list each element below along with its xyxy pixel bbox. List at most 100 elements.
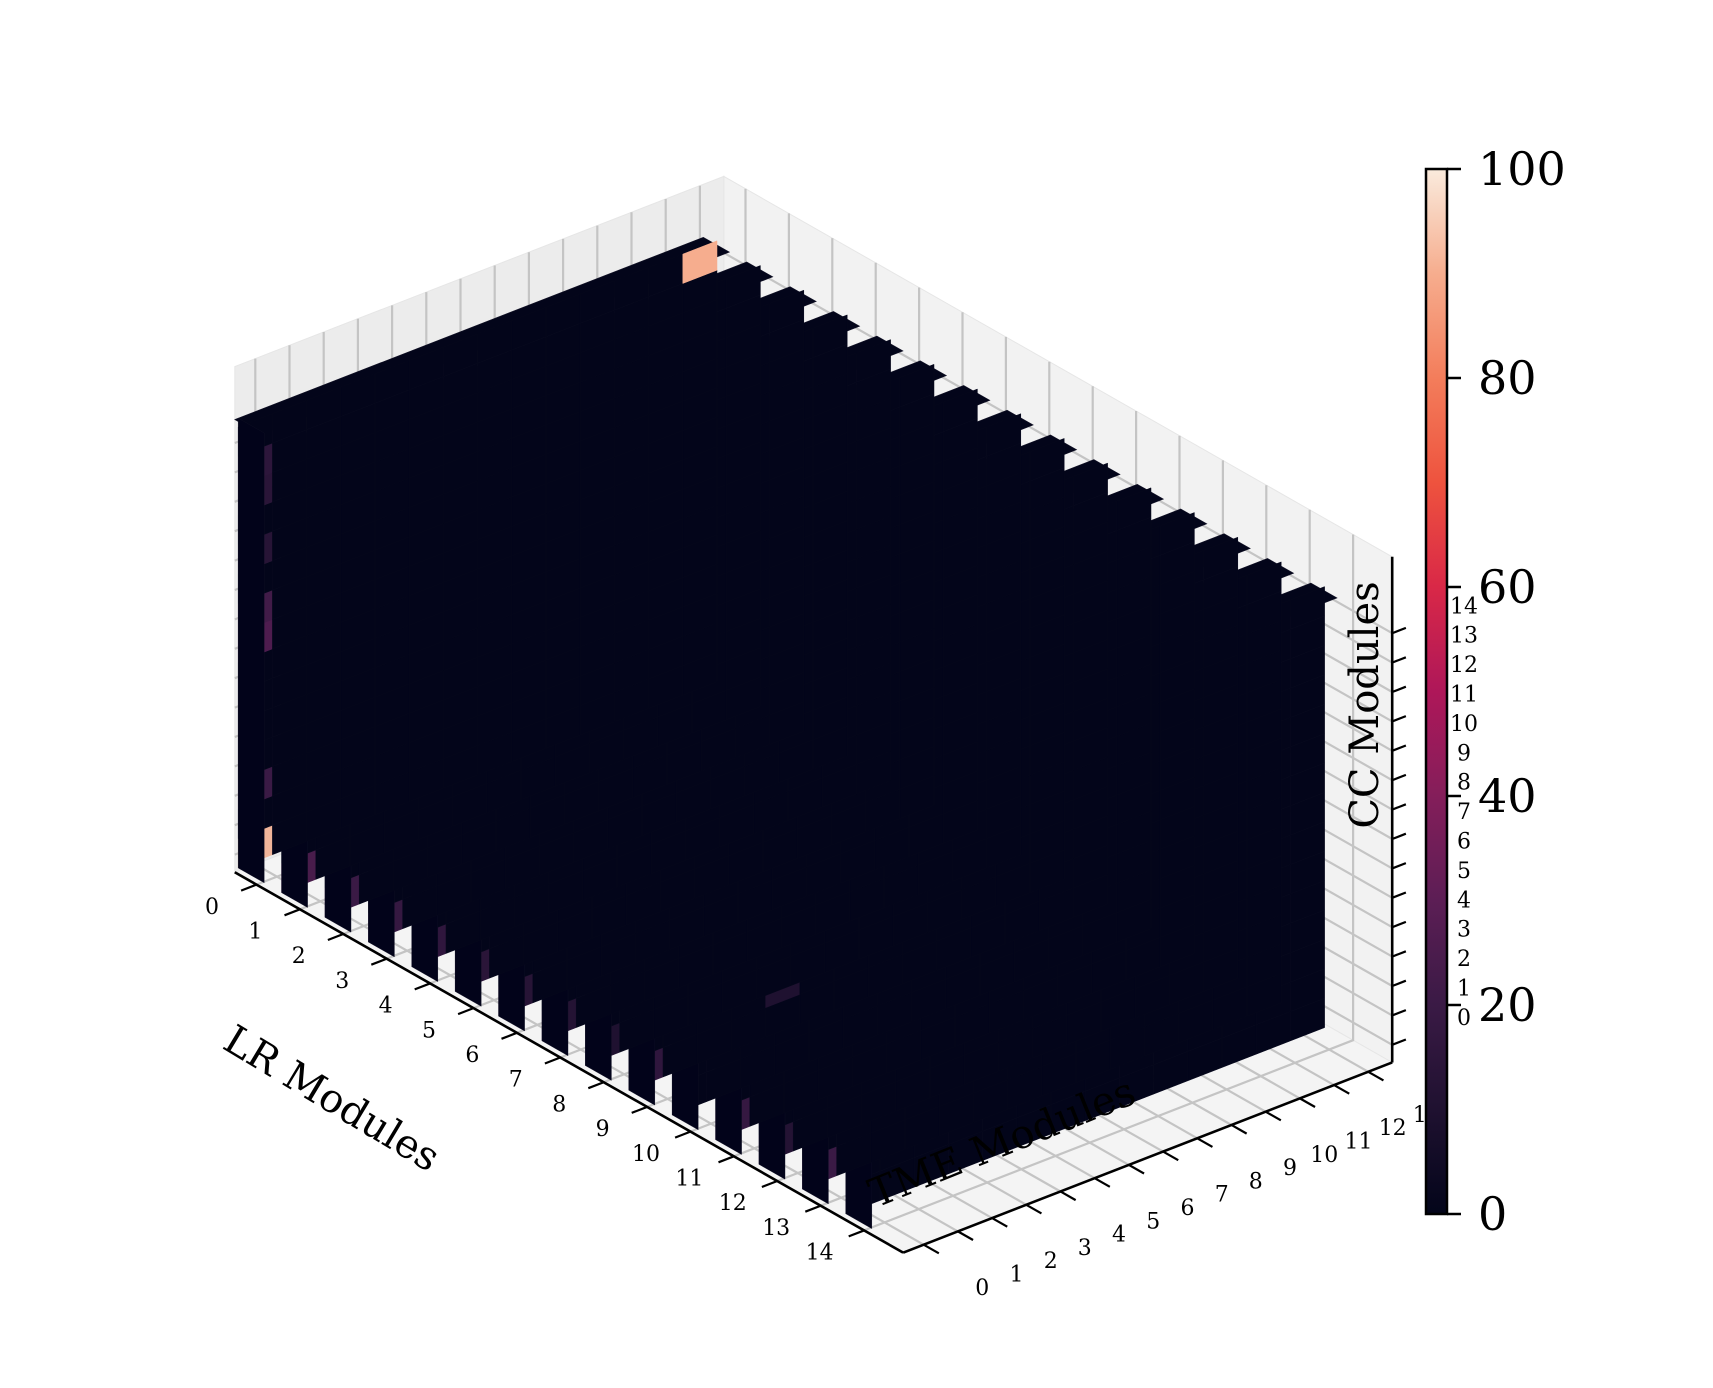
y-tick [1266,1112,1281,1121]
x-tick [588,1082,603,1088]
z-tick [1392,1040,1406,1045]
y-tick-label: 3 [1078,1236,1092,1261]
x-tick-label: 12 [719,1191,747,1216]
y-tick-label: 7 [1215,1183,1229,1208]
z-axis-label: CC Modules [1342,581,1388,828]
x-tick-label: 7 [509,1068,523,1093]
z-tick [1392,863,1406,868]
x-tick [545,1058,560,1064]
z-tick-label: 11 [1450,683,1478,708]
y-tick [1197,1138,1212,1147]
y-tick-label: 10 [1310,1143,1338,1168]
z-tick [1392,834,1406,839]
z-tick-label: 13 [1450,624,1478,649]
z-tick [1392,687,1406,692]
y-tick-label: 11 [1345,1130,1373,1155]
x-tick-label: 1 [248,920,262,945]
z-tick [1392,951,1406,956]
z-tick [1392,657,1406,662]
colorbar-tick-label: 20 [1478,978,1537,1032]
y-tick-label: 8 [1249,1169,1263,1194]
y-tick-label: 0 [975,1276,989,1301]
colorbar-gradient [1426,169,1447,1214]
z-tick-label: 9 [1457,741,1471,766]
z-tick-label: 0 [1457,1006,1471,1031]
y-tick [958,1231,973,1240]
x-tick-label: 3 [335,969,349,994]
y-tick [1026,1205,1041,1214]
z-tick-label: 3 [1457,918,1471,943]
y-tick [1163,1152,1178,1161]
z-tick [1392,746,1406,751]
y-tick-label: 1 [1010,1263,1024,1288]
y-tick [1231,1125,1246,1134]
x-tick-label: 5 [422,1018,436,1043]
z-tick-label: 14 [1450,594,1478,619]
z-tick-label: 4 [1457,888,1471,913]
y-tick-label: 5 [1146,1209,1160,1234]
z-tick-label: 7 [1457,800,1471,825]
z-tick [1392,716,1406,721]
z-tick-label: 1 [1457,977,1471,1002]
x-tick-label: 14 [806,1241,834,1266]
y-tick [1300,1098,1315,1107]
z-tick [1392,628,1406,633]
x-axis-label: LR Modules [216,1017,448,1181]
z-tick-label: 10 [1450,712,1478,737]
x-tick-label: 9 [596,1117,610,1142]
colorbar-tick-label: 100 [1478,142,1566,196]
x-tick [805,1206,820,1212]
y-tick [1334,1085,1349,1094]
z-tick [1392,922,1406,927]
voxel-slices [235,237,1337,1228]
y-tick [1368,1072,1383,1081]
slice-edge [238,418,264,883]
z-tick-label: 5 [1457,859,1471,884]
x-tick-label: 2 [292,944,306,969]
y-tick-label: 12 [1379,1116,1407,1141]
y-tick-label: 9 [1283,1156,1297,1181]
x-tick-label: 0 [205,895,219,920]
x-tick-label: 11 [675,1167,703,1192]
y-tick [1060,1191,1075,1200]
x-tick [501,1033,516,1039]
x-tick-label: 13 [762,1216,790,1241]
y-tick [992,1218,1007,1227]
x-tick [632,1107,647,1113]
x-tick [718,1156,733,1162]
x-tick [675,1132,690,1138]
y-tick [1129,1165,1144,1174]
colorbar-tick-label: 60 [1478,560,1537,614]
y-tick [1095,1178,1110,1187]
x-tick-label: 10 [632,1142,660,1167]
z-tick [1392,893,1406,898]
x-tick [371,959,386,965]
x-tick [241,885,256,891]
z-tick [1392,775,1406,780]
z-tick-label: 12 [1450,653,1478,678]
colorbar-tick-label: 0 [1478,1187,1507,1241]
z-tick-labels: 01234567891011121314 [1450,594,1478,1031]
y-tick [924,1245,939,1254]
y-tick-label: 6 [1181,1196,1195,1221]
x-tick [328,934,343,940]
z-tick [1392,804,1406,809]
x-tick-label: 8 [552,1092,566,1117]
x-tick [284,909,299,915]
x-tick [849,1230,864,1236]
colorbar-tick-label: 80 [1478,351,1537,405]
z-tick-label: 2 [1457,947,1471,972]
x-tick [762,1181,777,1187]
x-tick [458,1008,473,1014]
z-tick-label: 8 [1457,771,1471,796]
z-tick [1392,1010,1406,1015]
z-tick-label: 6 [1457,830,1471,855]
y-tick-label: 4 [1112,1223,1126,1248]
colorbar-tick-label: 40 [1478,769,1537,823]
x-tick-label: 4 [379,994,393,1019]
x-tick [415,983,430,989]
z-tick [1392,981,1406,986]
